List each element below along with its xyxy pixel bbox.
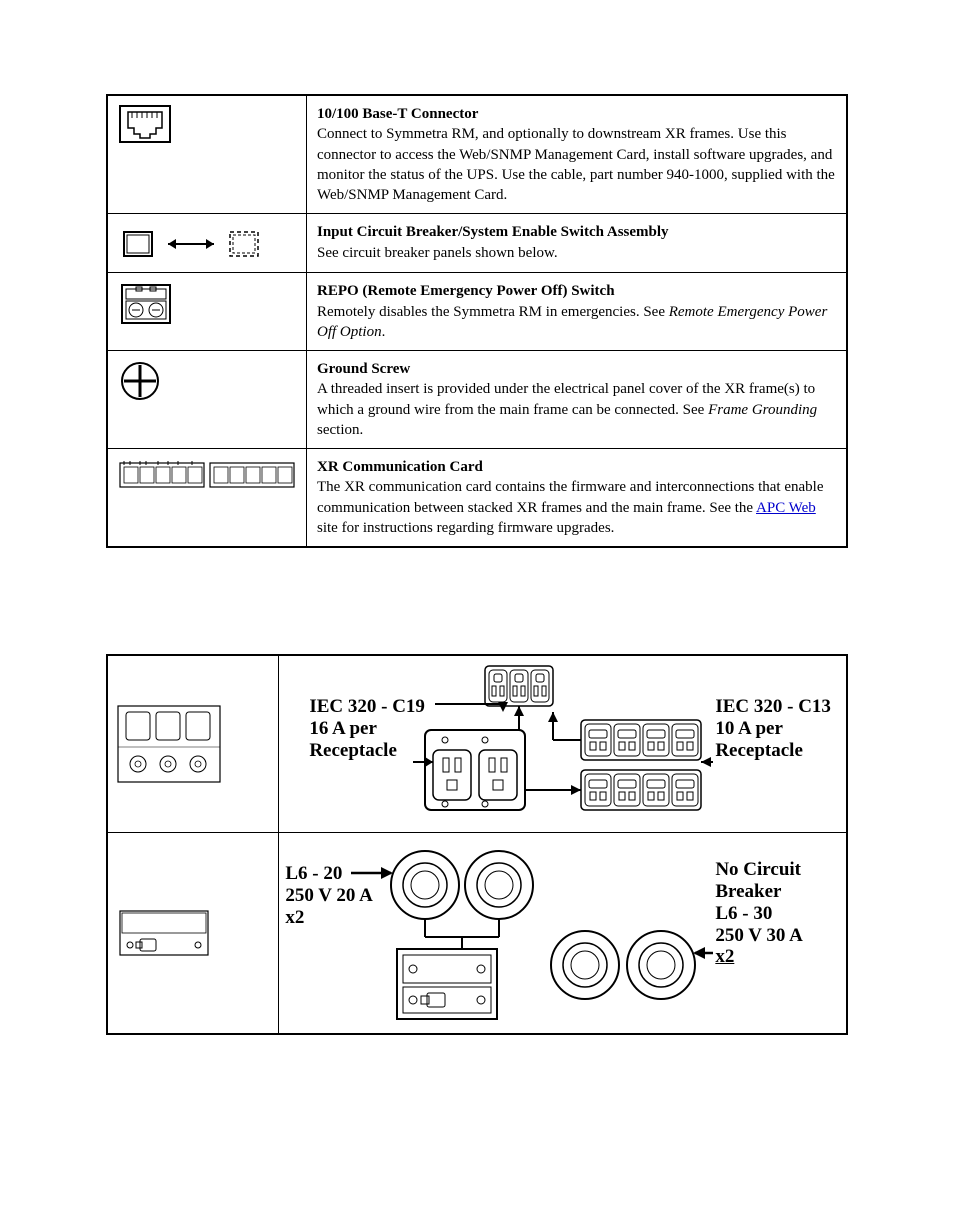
row-body-after: section. [317,422,363,438]
row-body-after: . [382,324,386,340]
row-heading: Ground Screw [317,361,410,377]
desc-cell: L6 - 20 250 V 20 A x2 No Circuit Breaker… [279,833,847,1035]
desc-cell: Ground Screw A threaded insert is provid… [307,351,848,449]
icon-cell [107,351,307,449]
row-heading: 10/100 Base-T Connector [317,106,478,122]
table-row: L6 - 20 250 V 20 A x2 No Circuit Breaker… [107,833,847,1035]
page: 10/100 Base-T Connector Connect to Symme… [0,0,954,1227]
table-row: XR Communication Card The XR communicati… [107,449,847,548]
icon-cell [107,449,307,548]
table-row: 10/100 Base-T Connector Connect to Symme… [107,95,847,214]
desc-cell: XR Communication Card The XR communicati… [307,449,848,548]
table-row: Ground Screw A threaded insert is provid… [107,351,847,449]
icon-cell [107,833,279,1035]
icon-cell [107,95,307,214]
icon-cell [107,214,307,273]
twist-lock-svg [285,839,845,1027]
row-body: Remotely disables the Symmetra RM in eme… [317,304,669,320]
desc-cell: REPO (Remote Emergency Power Off) Switch… [307,273,848,351]
twist-lock-diagram: L6 - 20 250 V 20 A x2 No Circuit Breaker… [285,839,840,1027]
table-row: Input Circuit Breaker/System Enable Swit… [107,214,847,273]
pdu-panel-icon [114,702,224,786]
icon-cell [107,273,307,351]
row-body: See circuit breaker panels shown below. [317,245,558,261]
desc-cell: 10/100 Base-T Connector Connect to Symme… [307,95,848,214]
desc-cell: IEC 320 - C19 16 A per Receptacle IEC 32… [279,655,847,833]
table-row: IEC 320 - C19 16 A per Receptacle IEC 32… [107,655,847,833]
row-body: The XR communication card contains the f… [317,479,823,515]
receptacle-svg [285,662,845,826]
apc-web-link[interactable]: APC Web [756,500,816,516]
receptacle-table: IEC 320 - C19 16 A per Receptacle IEC 32… [106,654,848,1035]
breaker-module-icon [114,905,214,961]
row-heading: Input Circuit Breaker/System Enable Swit… [317,224,669,240]
row-body-italic: Frame Grounding [708,402,817,418]
row-body-after: site for instructions regarding firmware… [317,520,614,536]
row-heading: XR Communication Card [317,459,483,475]
icon-cell [107,655,279,833]
features-table: 10/100 Base-T Connector Connect to Symme… [106,94,848,548]
table-row: REPO (Remote Emergency Power Off) Switch… [107,273,847,351]
desc-cell: Input Circuit Breaker/System Enable Swit… [307,214,848,273]
row-body: Connect to Symmetra RM, and optionally t… [317,126,835,203]
rj45-icon [118,104,172,146]
breaker-toggle-icon [118,222,273,264]
xr-comm-card-icon [118,457,296,493]
receptacle-diagram: IEC 320 - C19 16 A per Receptacle IEC 32… [285,662,840,826]
ground-screw-icon [118,359,162,403]
repo-switch-icon [118,281,174,327]
row-heading: REPO (Remote Emergency Power Off) Switch [317,283,615,299]
